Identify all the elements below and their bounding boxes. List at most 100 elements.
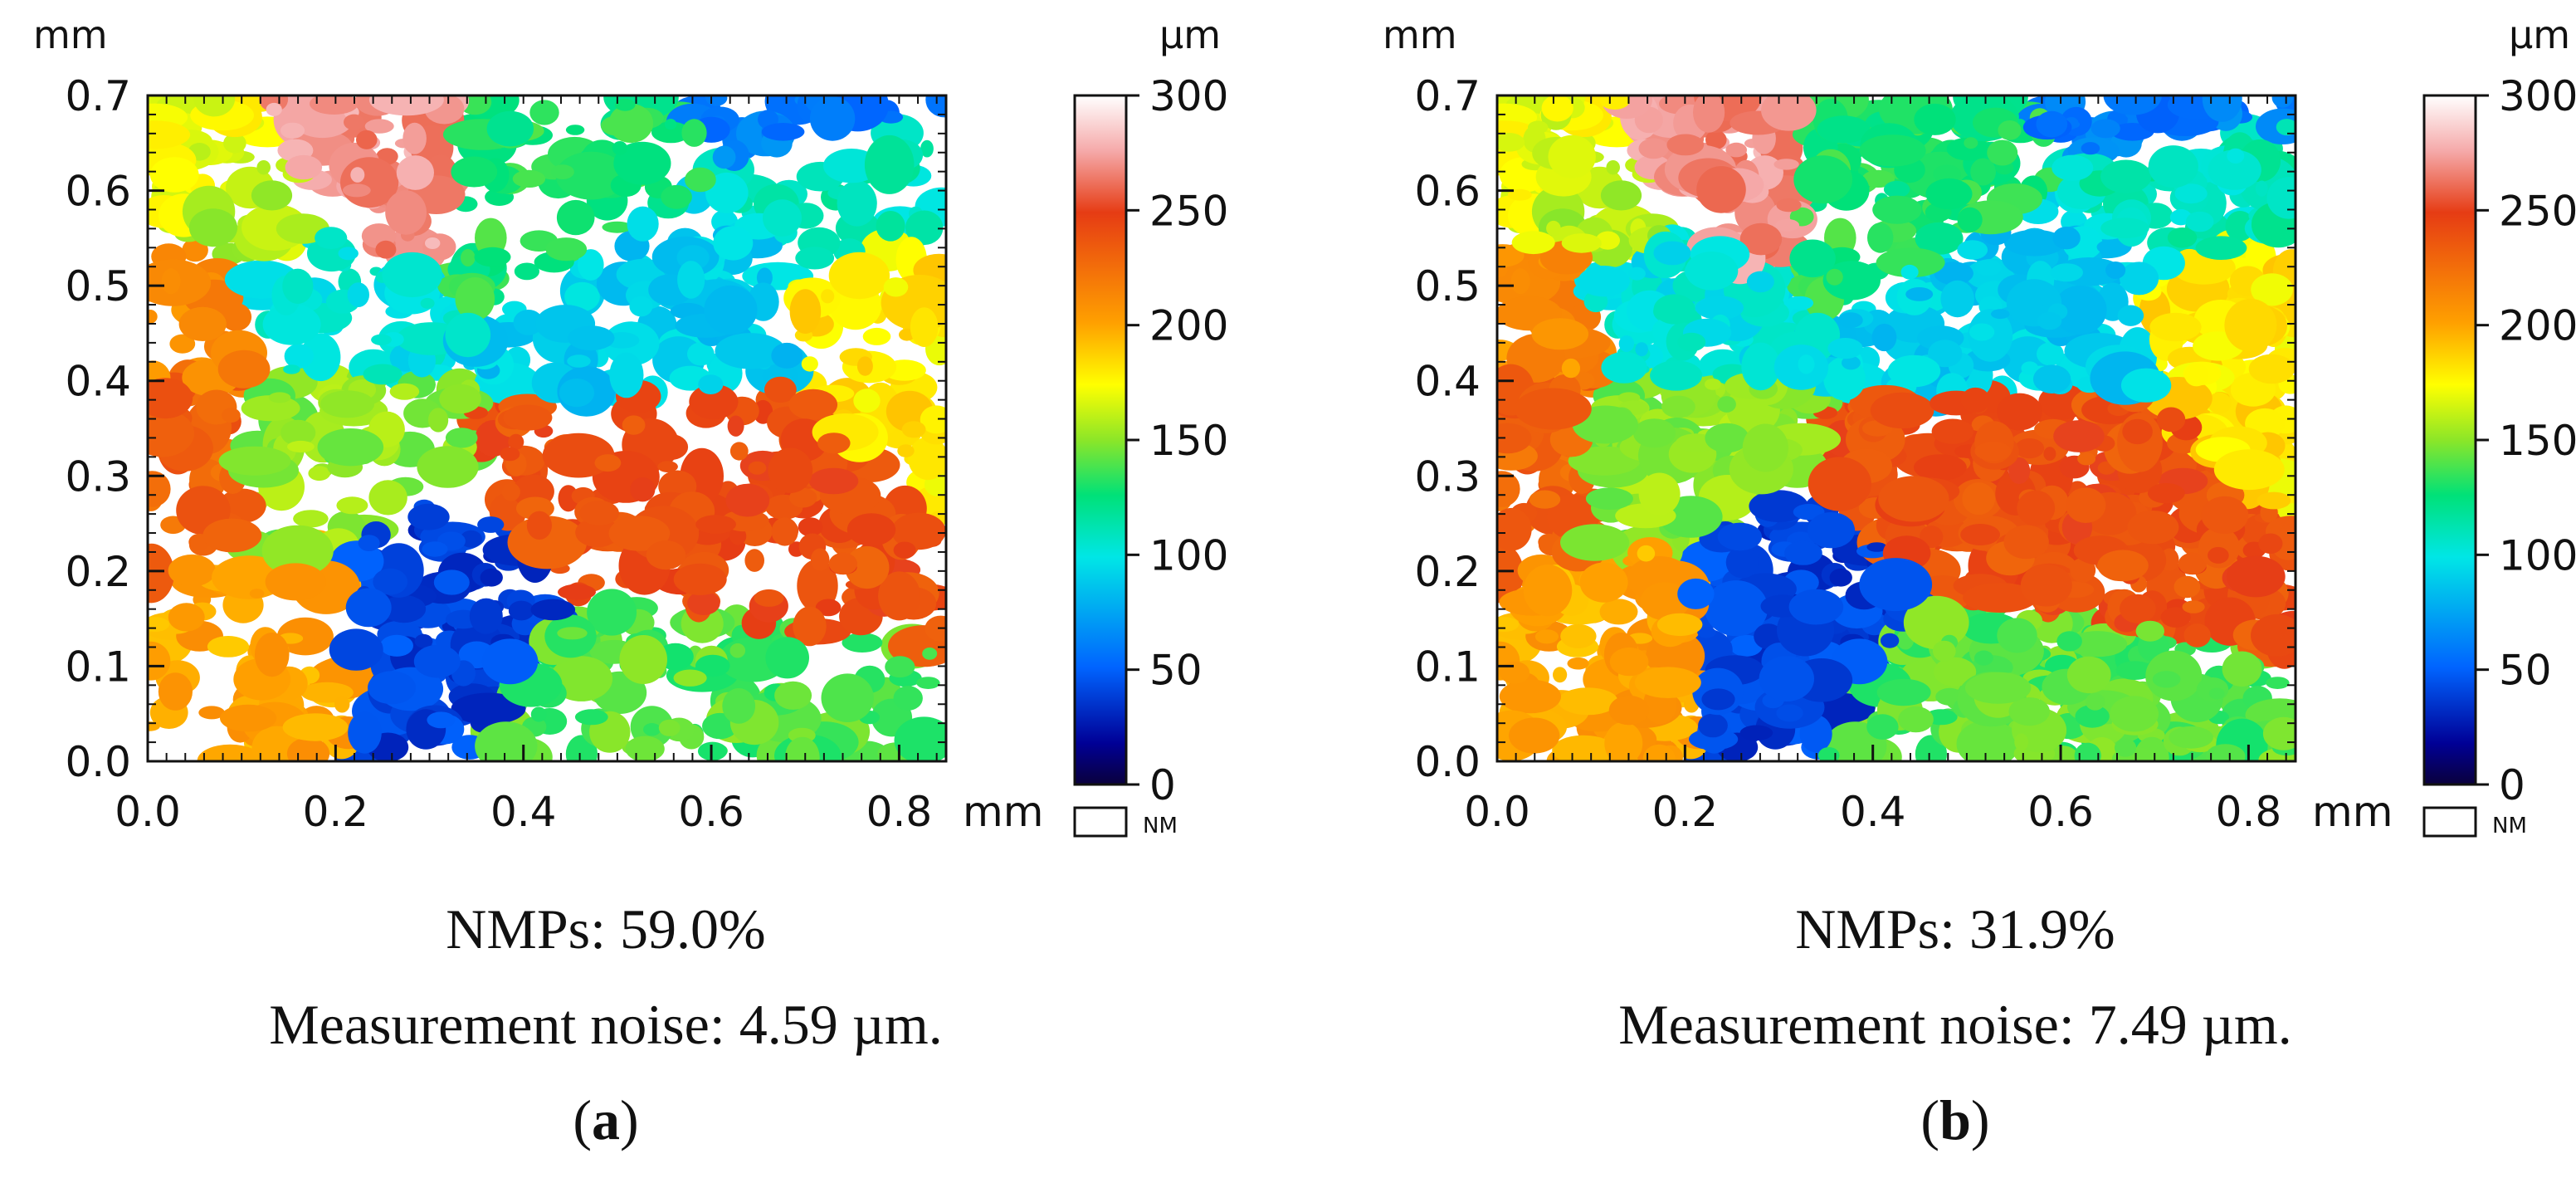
height-patch <box>1499 661 1530 684</box>
height-patch <box>358 535 380 551</box>
height-patch <box>1866 542 1887 552</box>
height-patch <box>609 352 644 398</box>
height-patch <box>2103 95 2162 115</box>
height-patch <box>368 480 407 516</box>
height-patch <box>1553 667 1568 683</box>
y-unit-label: mm <box>33 12 108 57</box>
nm-legend-label: NM <box>1143 814 1178 838</box>
height-patch <box>475 721 538 761</box>
y-tick-label: 0.1 <box>65 643 131 691</box>
height-patch <box>348 711 382 754</box>
height-patch <box>477 516 505 533</box>
height-patch <box>673 563 727 596</box>
height-patch <box>920 139 934 158</box>
height-patch <box>764 376 797 403</box>
height-patch <box>197 744 263 761</box>
height-patch <box>439 384 481 414</box>
height-patch <box>1656 613 1703 637</box>
y-tick-label: 0.3 <box>1414 452 1481 501</box>
height-patch <box>293 510 329 528</box>
height-patch <box>1617 392 1641 403</box>
height-patch <box>178 306 227 341</box>
height-patch <box>284 344 314 369</box>
height-patch <box>220 704 277 732</box>
height-patch <box>501 482 520 501</box>
height-patch <box>148 641 171 681</box>
height-patch <box>320 390 374 418</box>
height-patch <box>837 180 877 227</box>
colorbar-tick-label: 50 <box>2499 647 2552 695</box>
height-patch <box>1793 155 1853 204</box>
height-patch <box>594 454 622 472</box>
height-patch <box>380 634 413 657</box>
colorbar-tick-label: 300 <box>1149 72 1228 120</box>
height-patch <box>1887 354 1941 388</box>
plot-frame <box>146 94 948 763</box>
height-patch <box>1618 335 1635 352</box>
height-patch <box>1956 720 2020 761</box>
height-patch <box>1867 222 1894 253</box>
height-patch <box>396 155 434 190</box>
height-patch <box>1497 133 1525 152</box>
height-patch <box>1529 490 1561 509</box>
height-patch <box>371 334 392 345</box>
height-patch <box>1497 543 1524 604</box>
height-patch <box>1497 507 1532 551</box>
height-patch <box>2081 142 2100 155</box>
height-patch <box>266 102 282 116</box>
height-patch <box>575 517 620 548</box>
height-patch <box>2147 483 2185 504</box>
height-patch <box>344 114 365 130</box>
height-patch <box>1876 678 1931 706</box>
height-patch <box>2183 623 2211 648</box>
colorbar-tick-label: 200 <box>1149 302 1228 350</box>
height-patch <box>681 119 707 147</box>
height-patch <box>2184 364 2208 387</box>
height-patch <box>1579 562 1628 603</box>
height-patch <box>908 437 946 481</box>
height-patch <box>2120 594 2156 623</box>
height-patch <box>1925 178 1973 210</box>
height-patch <box>1776 198 1802 213</box>
height-patch <box>282 713 349 741</box>
height-patch <box>168 603 205 632</box>
height-patch <box>251 180 293 211</box>
height-patch <box>2074 742 2101 761</box>
height-patch <box>286 737 330 761</box>
height-patch <box>469 598 503 634</box>
height-patch <box>285 154 323 180</box>
height-patch <box>2256 491 2291 510</box>
height-patch <box>342 183 371 198</box>
height-patch <box>1914 103 1956 135</box>
height-patch <box>2052 154 2094 181</box>
height-patch <box>223 133 246 154</box>
height-patch <box>356 130 378 149</box>
heatmap-chart: 0.0 0.2 0.4 0.6 0.8 mm 0.0 0.1 0.2 0.3 0.4 0.5 0.6 0.… <box>33 12 1228 838</box>
height-patch <box>1560 524 1630 561</box>
height-patch <box>828 552 857 575</box>
height-patch <box>2185 211 2214 232</box>
height-patch <box>512 169 546 188</box>
height-patch <box>2251 273 2293 306</box>
height-patch <box>1789 239 1836 278</box>
height-patch <box>1653 241 1691 266</box>
height-patch <box>821 289 835 304</box>
colorbar-unit-label: µm <box>1159 12 1221 57</box>
height-patch <box>1677 332 1706 352</box>
x-tick-label: 0.6 <box>678 788 744 836</box>
y-tick-label: 0.5 <box>1414 262 1481 310</box>
height-patch <box>695 654 730 677</box>
height-patch <box>336 496 368 515</box>
height-patch <box>556 199 595 236</box>
height-patch <box>1666 134 1705 156</box>
height-patch <box>771 342 803 369</box>
height-patch <box>1698 713 1728 738</box>
panel-a: 0.0 0.2 0.4 0.6 0.8 mm 0.0 0.1 0.2 0.3 0.4 0.5 0.6 0.… <box>33 12 1228 1151</box>
colorbar-tick-label: 0 <box>1149 761 1176 809</box>
height-patch <box>685 167 716 193</box>
height-patch <box>2255 180 2268 197</box>
height-patch <box>2174 575 2201 599</box>
height-patch <box>1705 130 1727 149</box>
height-patch <box>555 151 627 200</box>
height-patch <box>1776 704 1803 722</box>
